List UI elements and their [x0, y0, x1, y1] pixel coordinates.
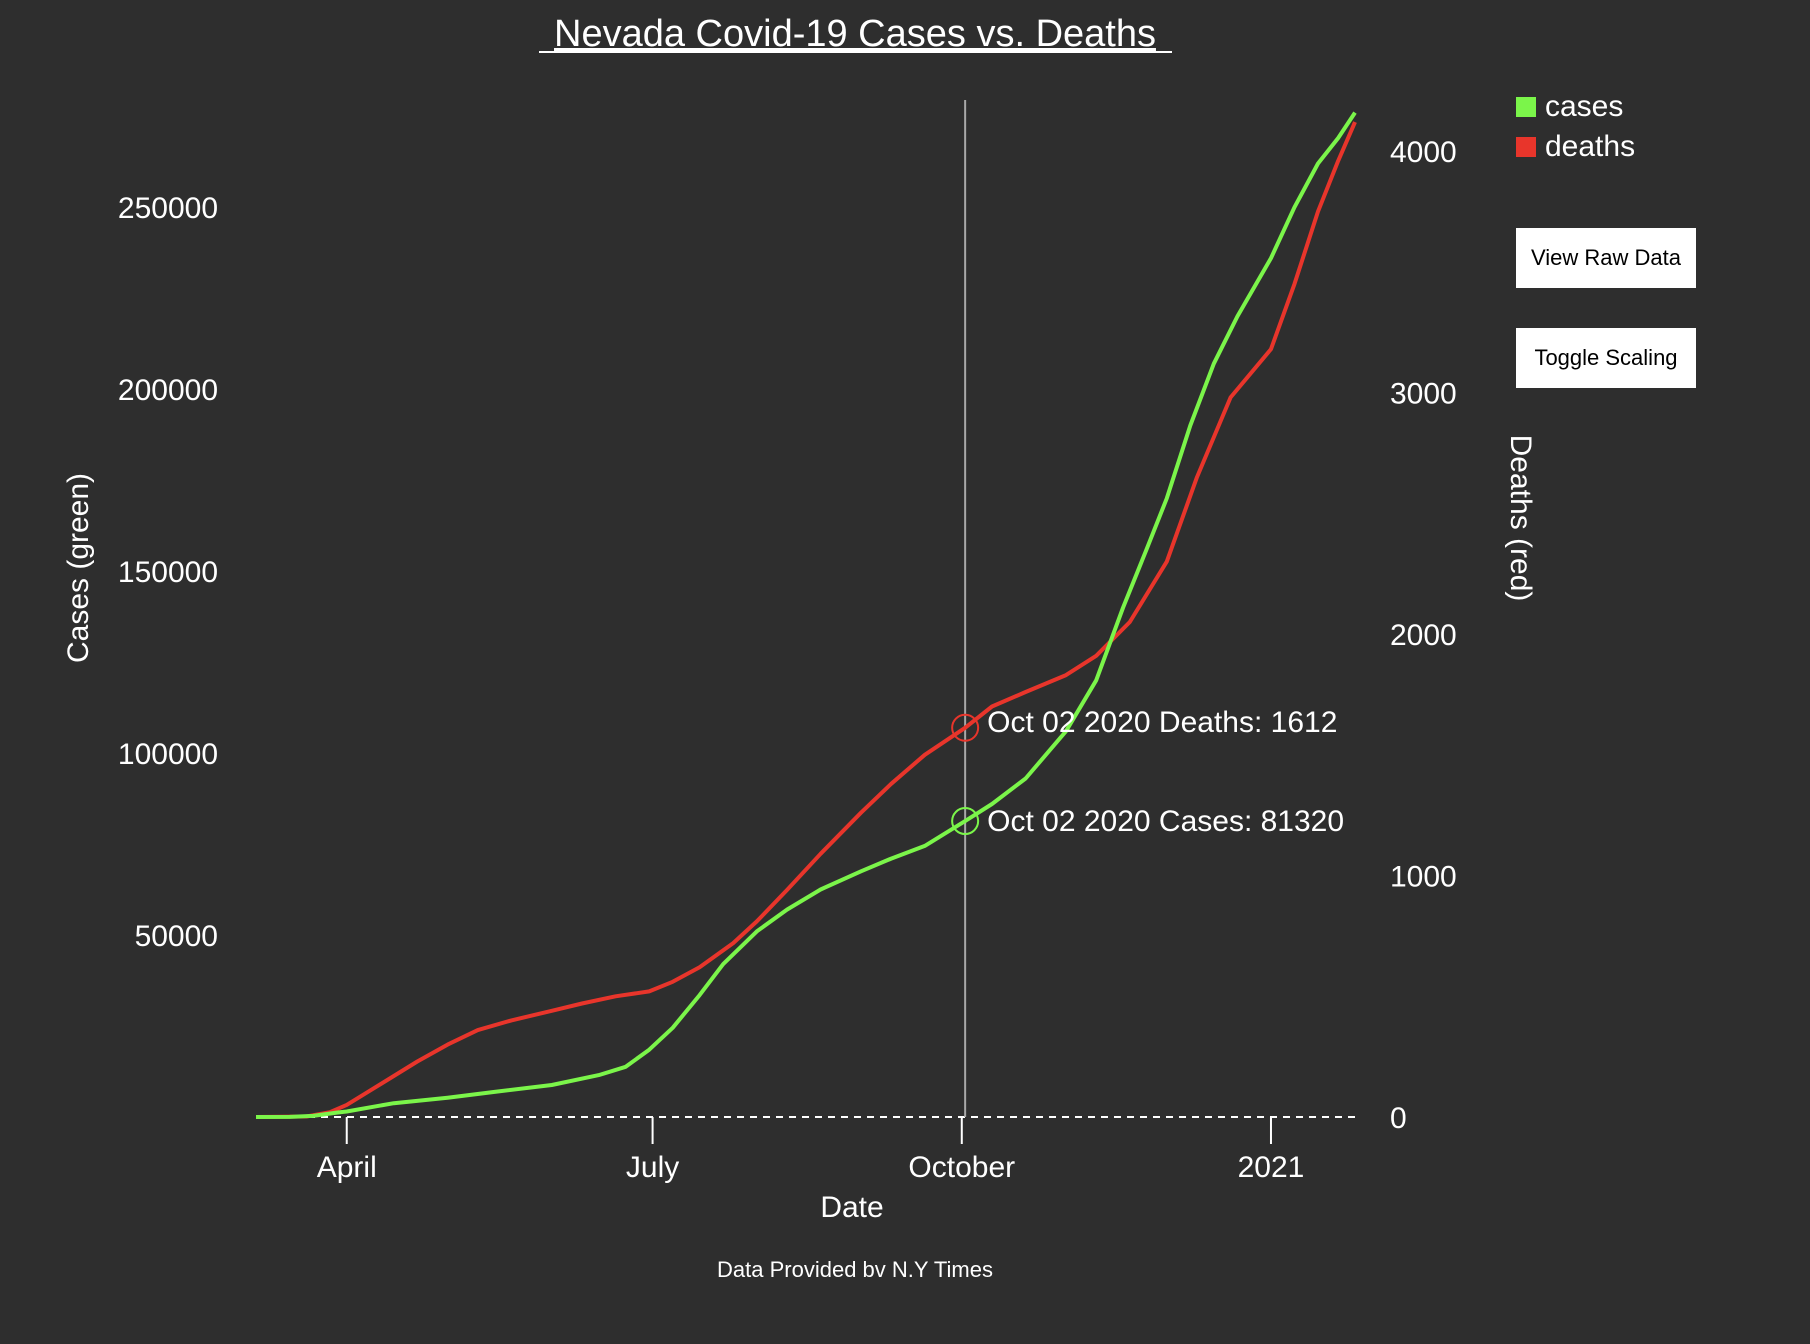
- y-right-tick-label: 4000: [1390, 136, 1457, 169]
- y-right-tick-label: 2000: [1390, 619, 1457, 652]
- y-left-tick-label: 50000: [135, 920, 218, 953]
- legend-label-deaths: deaths: [1545, 130, 1635, 163]
- y-right-tick-label: 3000: [1390, 378, 1457, 411]
- hover-label-cases: Oct 02 2020 Cases: 81320: [987, 805, 1344, 838]
- view-raw-data-button[interactable]: View Raw Data: [1516, 228, 1696, 288]
- hover-label-deaths: Oct 02 2020 Deaths: 1612: [987, 706, 1337, 739]
- legend-label-cases: cases: [1545, 90, 1623, 123]
- y-left-tick-label: 100000: [118, 738, 218, 771]
- legend-swatch-deaths: [1516, 137, 1536, 157]
- hover-marker-deaths: [951, 713, 980, 742]
- toggle-scaling-button[interactable]: Toggle Scaling: [1516, 328, 1696, 388]
- y-axis-right-ticks: 0 1000 2000 3000 4000: [1390, 136, 1457, 1135]
- y-axis-left-label: Cases (green): [62, 473, 95, 663]
- series-line-deaths: [255, 121, 1357, 1119]
- hover-marker-cases: [951, 807, 980, 836]
- y-left-tick-label: 250000: [118, 192, 218, 225]
- x-tick-label: 2021: [1238, 1151, 1305, 1184]
- x-tick-label: October: [908, 1151, 1015, 1184]
- x-axis-label: Date: [820, 1191, 883, 1224]
- y-right-tick-label: 0: [1390, 1102, 1407, 1135]
- y-left-tick-label: 150000: [118, 556, 218, 589]
- y-right-tick-label: 1000: [1390, 861, 1457, 894]
- y-axis-right-label: Deaths (red): [1504, 435, 1537, 602]
- chart-title: Nevada Covid-19 Cases vs. Deaths: [554, 13, 1156, 55]
- data-source-footer: Data Provided bv N.Y Times: [717, 1257, 993, 1282]
- legend: cases deaths: [1516, 90, 1635, 163]
- y-axis-left-ticks: 50000 100000 150000 200000 250000: [118, 192, 218, 953]
- x-tick-label: April: [317, 1151, 377, 1184]
- y-left-tick-label: 200000: [118, 374, 218, 407]
- x-axis-ticks: April July October 2021: [317, 1117, 1305, 1184]
- series-line-cases: [255, 111, 1357, 1119]
- legend-swatch-cases: [1516, 97, 1536, 117]
- x-tick-label: July: [626, 1151, 679, 1184]
